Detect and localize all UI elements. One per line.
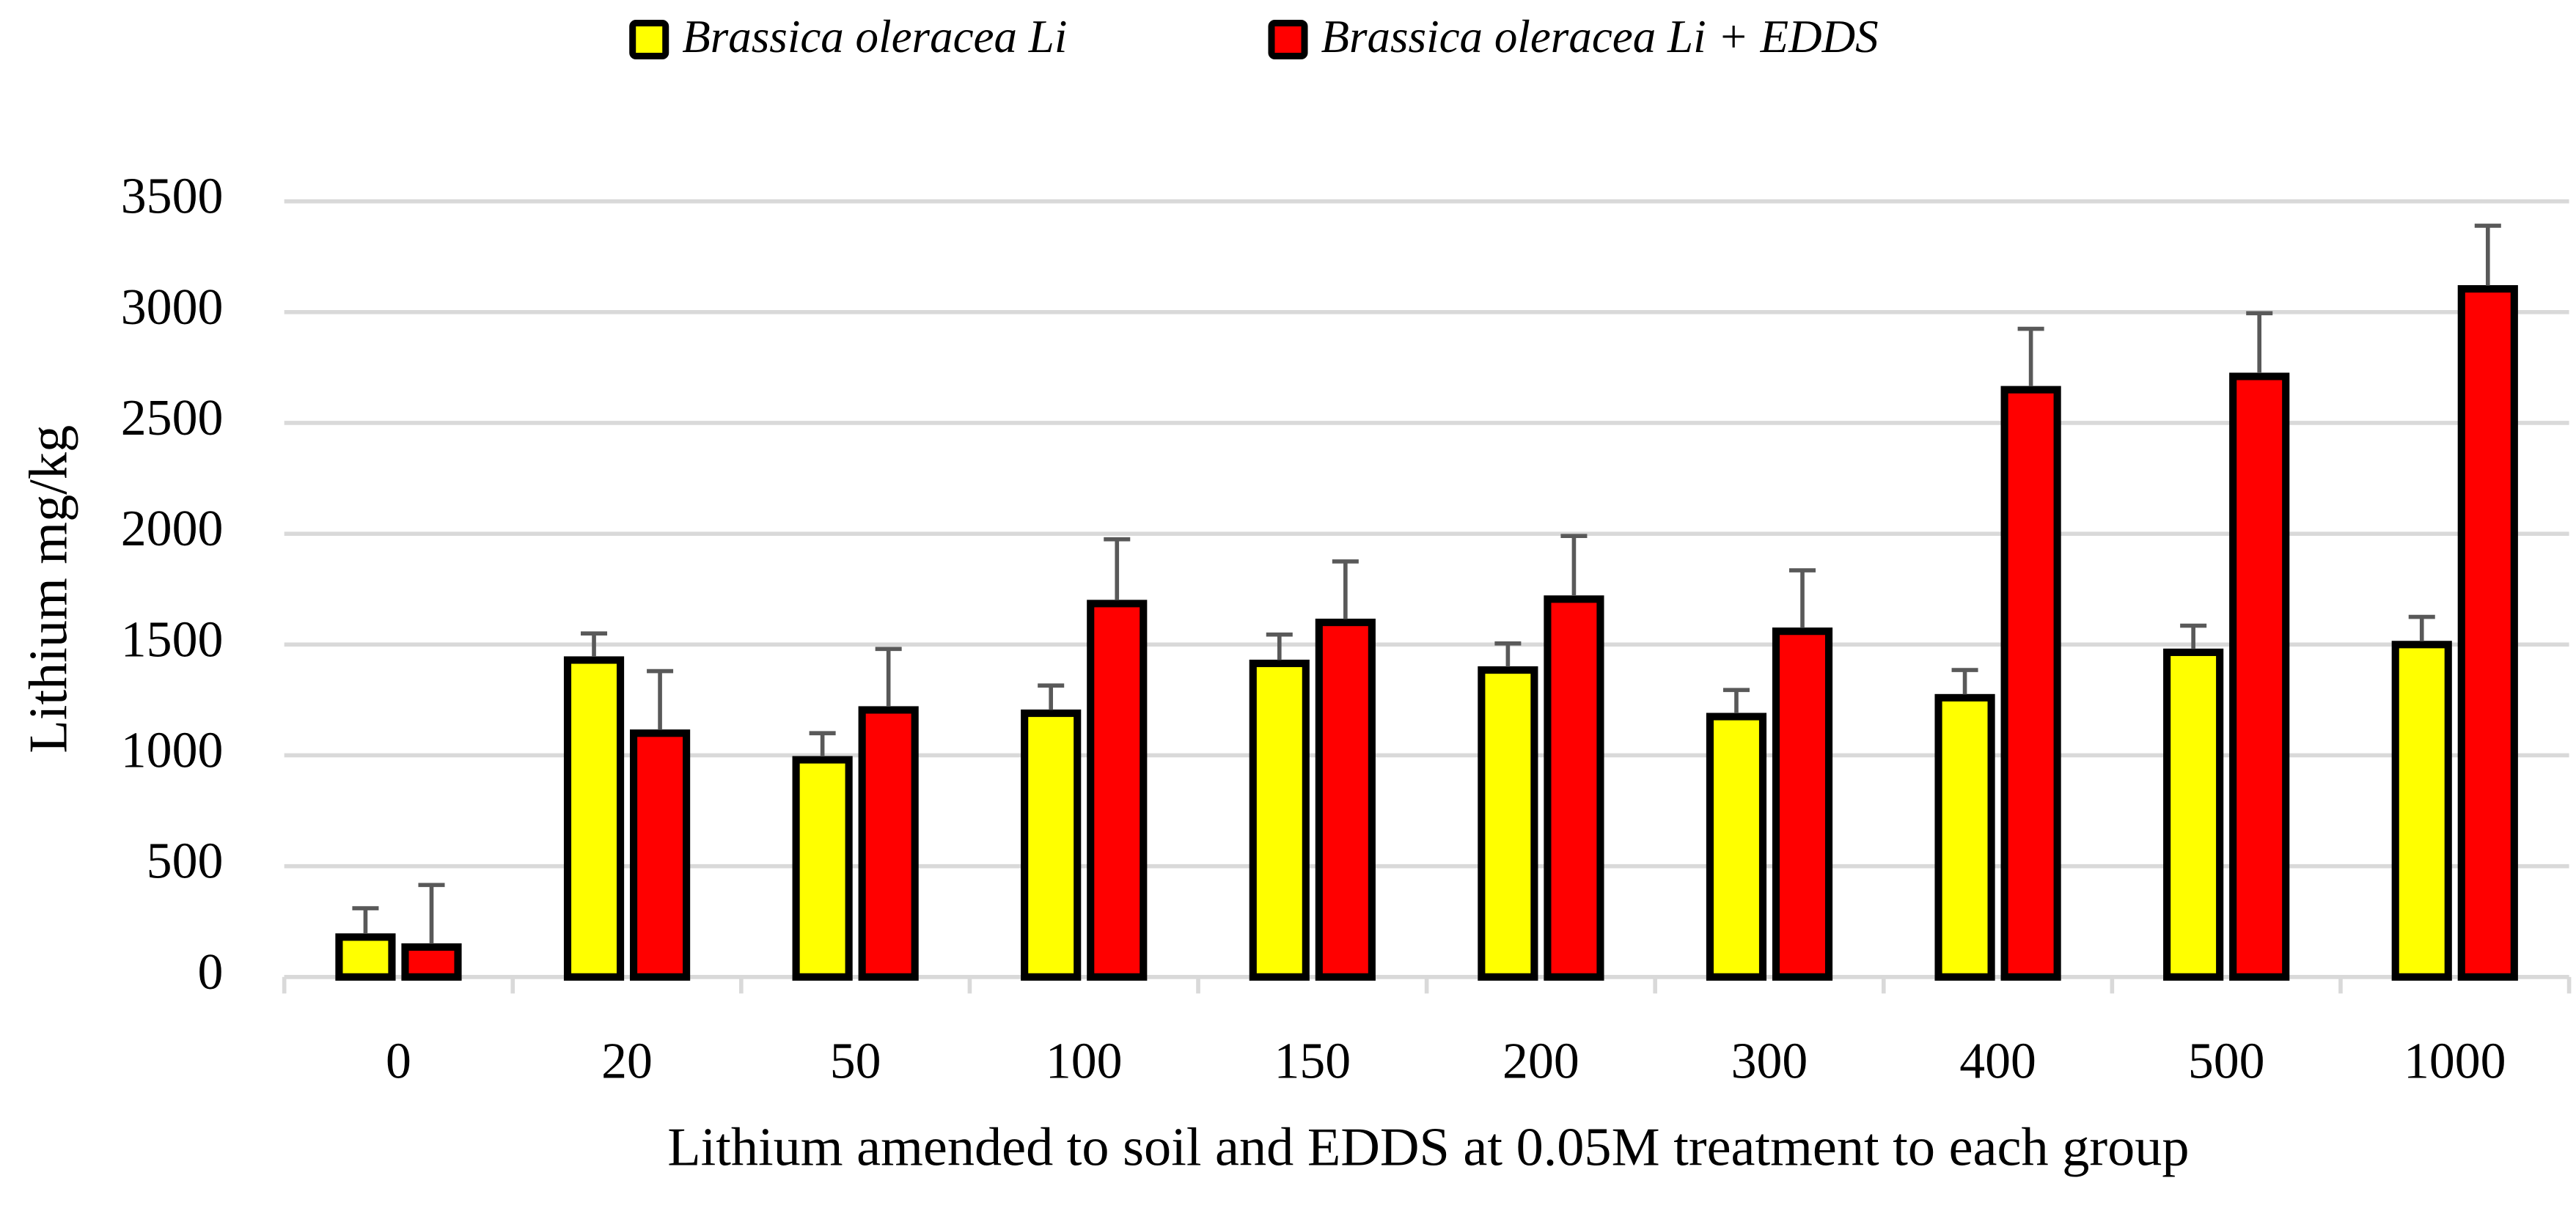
bar <box>2000 386 2061 981</box>
error-bar <box>2246 311 2273 374</box>
error-bar <box>1722 688 1750 714</box>
y-tick-label: 2500 <box>121 390 224 446</box>
x-tick-label: 100 <box>1046 1033 1123 1089</box>
error-bar <box>1951 668 1978 695</box>
error-bar <box>418 883 445 944</box>
bar <box>563 656 625 981</box>
bar <box>792 756 853 981</box>
bar <box>335 933 396 981</box>
bar <box>629 729 691 981</box>
error-bar <box>1560 534 1588 596</box>
legend-label: Brassica oleracea Li <box>682 11 1067 62</box>
x-axis-label: Lithium amended to soil and EDDS at 0.05… <box>667 1117 2189 1177</box>
x-tick-label: 400 <box>1959 1033 2036 1089</box>
y-axis-label: Lithium mg/kg <box>18 425 78 754</box>
error-bar <box>2180 623 2207 649</box>
bar <box>1249 659 1310 981</box>
error-bar <box>875 647 902 707</box>
bar <box>1315 619 1376 981</box>
error-bar <box>1332 559 1359 619</box>
error-bar <box>1266 632 1293 660</box>
bar <box>2229 372 2290 981</box>
legend-swatch <box>629 20 669 60</box>
x-tick-label: 200 <box>1502 1033 1579 1089</box>
bar <box>1544 595 1604 981</box>
error-bar <box>809 731 836 757</box>
bar <box>1087 600 1148 981</box>
bar <box>1772 627 1833 981</box>
bar <box>2457 285 2518 981</box>
bar <box>1706 712 1767 981</box>
x-tick-label: 0 <box>386 1033 411 1089</box>
error-bar <box>1494 641 1522 667</box>
bar <box>2163 648 2224 981</box>
y-tick-label: 3500 <box>121 169 224 225</box>
error-bar <box>1104 537 1131 600</box>
y-tick-label: 1500 <box>121 611 224 668</box>
bar <box>1021 709 1082 981</box>
error-bar <box>2408 614 2435 641</box>
x-tick-label: 1000 <box>2404 1033 2506 1089</box>
x-tick-label: 50 <box>830 1033 881 1089</box>
x-tick-label: 300 <box>1731 1033 1808 1089</box>
bar <box>1934 693 1995 981</box>
legend-item: Brassica oleracea Li <box>629 11 1067 62</box>
error-bar <box>1038 683 1065 710</box>
x-tick-label: 150 <box>1274 1033 1351 1089</box>
bar <box>858 706 919 981</box>
error-bar <box>352 906 379 934</box>
y-tick-label: 500 <box>147 833 224 890</box>
y-tick-label: 0 <box>197 944 223 1001</box>
legend-swatch <box>1268 20 1308 60</box>
y-tick-label: 2000 <box>121 501 224 557</box>
x-tick-label: 500 <box>2188 1033 2265 1089</box>
error-bar <box>581 631 608 657</box>
bar <box>2391 641 2452 981</box>
error-bar <box>1789 568 1816 628</box>
y-tick-label: 1000 <box>121 722 224 778</box>
y-tick-label: 3000 <box>121 279 224 336</box>
legend-label: Brassica oleracea Li + EDDS <box>1321 11 1879 62</box>
error-bar <box>647 669 674 730</box>
error-bar <box>2474 224 2501 286</box>
bar <box>1478 666 1538 981</box>
x-tick-label: 20 <box>601 1033 653 1089</box>
legend-item: Brassica oleracea Li + EDDS <box>1268 11 1879 62</box>
bar <box>401 943 462 981</box>
error-bar <box>2017 326 2044 387</box>
